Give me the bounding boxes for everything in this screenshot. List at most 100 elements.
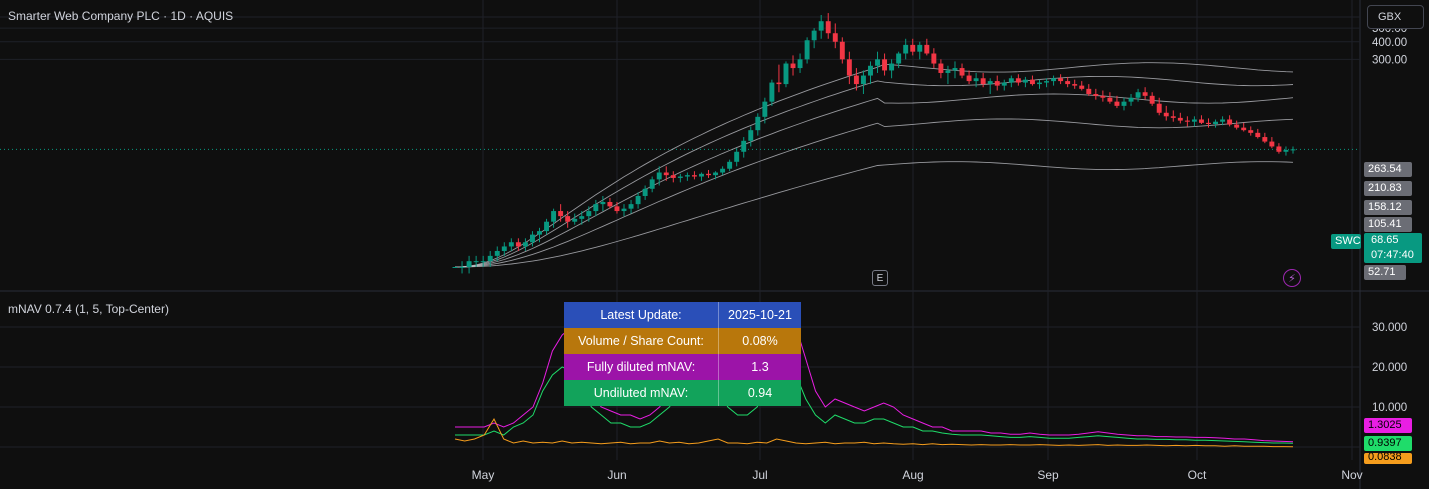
band-badge-4: 105.41 xyxy=(1364,217,1412,232)
table-label: Undiluted mNAV: xyxy=(593,386,689,400)
candle-body xyxy=(1128,97,1134,102)
candle-body xyxy=(459,267,465,268)
candle-body xyxy=(938,63,944,73)
candle-body xyxy=(1100,95,1106,98)
earnings-marker-icon[interactable]: E xyxy=(872,270,888,286)
candle-body xyxy=(1058,78,1064,82)
candle-body xyxy=(734,151,740,162)
candle-body xyxy=(1079,85,1085,89)
mnav-line xyxy=(455,358,1294,444)
candle-body xyxy=(853,75,859,85)
candle-body xyxy=(1262,137,1268,142)
x-tick-label: May xyxy=(472,468,495,482)
band-badge-5: 52.71 xyxy=(1364,265,1406,280)
mnav-line xyxy=(454,417,1294,448)
candle-body xyxy=(1037,82,1042,85)
candle-body xyxy=(860,75,866,85)
candle-body xyxy=(1044,81,1049,83)
candle-body xyxy=(670,175,676,178)
candle-body xyxy=(529,234,535,243)
candle-body xyxy=(501,246,507,251)
candle-body xyxy=(684,175,690,177)
candle-body xyxy=(691,175,697,177)
candle-body xyxy=(586,211,592,217)
candle-body xyxy=(882,59,888,71)
lightning-icon[interactable]: ⚡ xyxy=(1283,269,1301,287)
candlestick-series xyxy=(452,13,1296,274)
candle-body xyxy=(783,63,789,85)
table-row: Volume / Share Count: 0.08% xyxy=(564,328,801,354)
band-badge-1: 263.54 xyxy=(1364,162,1412,177)
candle-body xyxy=(755,116,761,131)
mnav-line xyxy=(455,310,1294,443)
candle-body xyxy=(966,75,972,82)
candle-body xyxy=(706,173,711,176)
candle-body xyxy=(1269,141,1275,147)
candle-body xyxy=(656,172,662,180)
candle-body xyxy=(551,211,557,222)
candle-body xyxy=(1149,95,1155,104)
candle-body xyxy=(1163,112,1169,117)
candle-body xyxy=(903,44,909,54)
candle-body xyxy=(931,53,937,64)
candle-body xyxy=(1248,130,1254,133)
candle-body xyxy=(1191,119,1197,122)
y-tick-label: 10.000 xyxy=(1372,402,1407,414)
indicator-title[interactable]: mNAV 0.7.4 (1, 5, Top-Center) xyxy=(8,302,169,316)
candle-body xyxy=(748,130,754,141)
candle-body xyxy=(868,65,873,76)
y-tick-label: 300.00 xyxy=(1372,54,1407,66)
candle-body xyxy=(614,206,620,212)
x-tick-label: Oct xyxy=(1188,468,1207,482)
candle-body xyxy=(677,176,683,178)
candle-body xyxy=(1234,124,1240,128)
candle-body xyxy=(642,188,648,196)
candle-body xyxy=(628,204,634,209)
candle-body xyxy=(952,68,958,71)
candle-body xyxy=(1029,79,1035,85)
table-value: 0.08% xyxy=(718,328,801,354)
candle-body xyxy=(1255,132,1261,138)
candle-body xyxy=(1072,84,1078,86)
candle-body xyxy=(1051,78,1057,82)
candle-body xyxy=(607,201,613,207)
candle-body xyxy=(797,59,803,69)
table-value: 0.94 xyxy=(718,380,801,406)
candle-body xyxy=(1008,78,1014,83)
mnav-badge-volume: 0.0838 xyxy=(1364,453,1412,464)
candle-body xyxy=(621,208,627,212)
band-line xyxy=(455,161,1294,268)
candle-body xyxy=(994,81,1000,86)
currency-button[interactable]: GBX xyxy=(1367,5,1424,29)
y-tick-label: 30.000 xyxy=(1372,322,1407,334)
candle-body xyxy=(1135,92,1141,98)
candle-body xyxy=(910,44,916,52)
candle-body xyxy=(1065,81,1071,85)
candle-body xyxy=(924,44,930,54)
band-badge-3: 158.12 xyxy=(1364,200,1412,215)
candle-body xyxy=(832,33,838,42)
y-tick-label: 20.000 xyxy=(1372,362,1407,374)
candle-body xyxy=(572,218,578,222)
candle-body xyxy=(818,21,824,31)
candle-body xyxy=(875,59,880,66)
candle-body xyxy=(1227,119,1233,125)
candle-body xyxy=(959,68,965,76)
candle-body xyxy=(1001,82,1007,86)
candle-body xyxy=(804,40,810,60)
x-tick-label: Sep xyxy=(1037,468,1059,482)
candle-body xyxy=(565,216,571,222)
table-label: Latest Update: xyxy=(600,308,682,322)
candle-body xyxy=(1114,101,1120,106)
candle-body xyxy=(452,267,458,268)
candle-body xyxy=(600,201,606,205)
candle-body xyxy=(1022,79,1028,83)
candle-body xyxy=(896,53,902,64)
table-label: Volume / Share Count: xyxy=(578,334,704,348)
candle-body xyxy=(1241,127,1247,131)
symbol-title[interactable]: Smarter Web Company PLC · 1D · AQUIS xyxy=(8,9,234,23)
y-tick-label: 400.00 xyxy=(1372,37,1407,49)
x-tick-label: Nov xyxy=(1341,468,1362,482)
